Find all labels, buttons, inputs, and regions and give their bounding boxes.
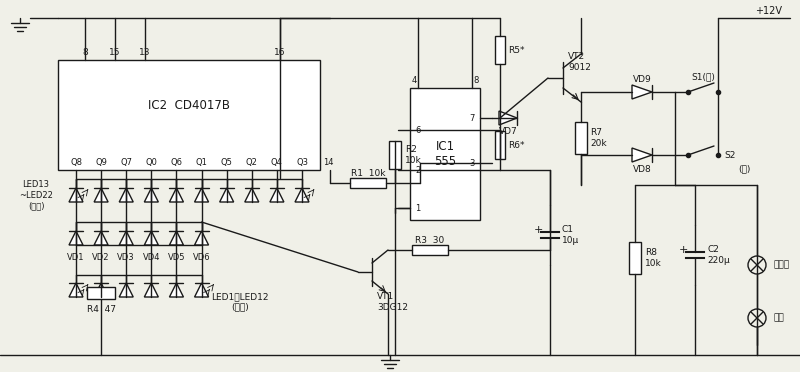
Text: LED13
~LED22
(绿色): LED13 ~LED22 (绿色) [19, 180, 53, 210]
Polygon shape [144, 283, 158, 297]
Text: Q5: Q5 [221, 157, 233, 167]
Polygon shape [119, 231, 134, 245]
Polygon shape [499, 111, 517, 125]
Text: R5*: R5* [508, 45, 525, 55]
Text: (制): (制) [738, 164, 750, 173]
Text: R1  10k: R1 10k [350, 169, 386, 177]
Polygon shape [270, 188, 284, 202]
Text: +12V: +12V [755, 6, 782, 16]
Bar [87, 287, 115, 299]
Polygon shape [94, 188, 108, 202]
Text: Q7: Q7 [120, 157, 132, 167]
Text: S2: S2 [724, 151, 736, 160]
Text: C1
10μ: C1 10μ [562, 225, 579, 245]
Polygon shape [194, 188, 209, 202]
Text: VD2: VD2 [92, 253, 110, 263]
Bar [495, 131, 505, 159]
Text: 15: 15 [110, 48, 121, 57]
Polygon shape [194, 283, 209, 297]
Text: Q6: Q6 [170, 157, 182, 167]
Polygon shape [194, 231, 209, 245]
Text: Q9: Q9 [95, 157, 107, 167]
Text: VT2
9012: VT2 9012 [568, 52, 591, 72]
Bar [410, 88, 480, 220]
Text: 14: 14 [322, 157, 334, 167]
Text: 6: 6 [415, 125, 421, 135]
Bar [412, 245, 448, 255]
Polygon shape [295, 188, 309, 202]
Text: IC2  CD4017B: IC2 CD4017B [148, 99, 230, 112]
Text: +: + [534, 225, 542, 235]
Text: VD8: VD8 [633, 164, 651, 173]
Polygon shape [119, 188, 134, 202]
Polygon shape [220, 188, 234, 202]
Text: 1: 1 [415, 203, 421, 212]
Text: R3  30: R3 30 [415, 235, 445, 244]
Text: Q1: Q1 [196, 157, 207, 167]
Text: 主灯: 主灯 [773, 314, 784, 323]
Text: VD7: VD7 [498, 126, 518, 135]
Bar [495, 36, 505, 64]
Text: LED1～LED12
(红色): LED1～LED12 (红色) [211, 292, 269, 312]
Text: Q4: Q4 [271, 157, 283, 167]
Text: +: + [678, 245, 688, 255]
Text: 8: 8 [82, 48, 88, 57]
Text: 4: 4 [411, 76, 417, 84]
Polygon shape [144, 231, 158, 245]
Polygon shape [632, 85, 652, 99]
Text: VD6: VD6 [193, 253, 210, 263]
Text: Q0: Q0 [146, 157, 158, 167]
Bar [575, 122, 587, 154]
Polygon shape [69, 283, 83, 297]
Text: VD9: VD9 [633, 74, 651, 83]
Polygon shape [119, 283, 134, 297]
Text: C2
220μ: C2 220μ [707, 245, 730, 265]
Text: R6*: R6* [508, 141, 525, 150]
Text: R7
20k: R7 20k [590, 128, 606, 148]
Text: VD5: VD5 [168, 253, 185, 263]
Text: Q3: Q3 [296, 157, 308, 167]
Text: R8
10k: R8 10k [645, 248, 662, 268]
Text: 3: 3 [470, 158, 474, 167]
Text: VD1: VD1 [67, 253, 85, 263]
Text: VD3: VD3 [118, 253, 135, 263]
Text: S1(主): S1(主) [691, 73, 715, 81]
Bar [58, 60, 320, 170]
Text: 16: 16 [274, 48, 286, 57]
Text: VD4: VD4 [142, 253, 160, 263]
Bar [350, 178, 386, 188]
Polygon shape [94, 283, 108, 297]
Text: 制车灯: 制车灯 [773, 260, 789, 269]
Bar [389, 141, 401, 169]
Bar [629, 242, 641, 274]
Polygon shape [170, 231, 183, 245]
Polygon shape [69, 231, 83, 245]
Text: 2: 2 [415, 166, 421, 174]
Polygon shape [170, 188, 183, 202]
Text: 13: 13 [139, 48, 150, 57]
Polygon shape [144, 188, 158, 202]
Polygon shape [245, 188, 258, 202]
Text: 8: 8 [474, 76, 478, 84]
Text: IC1
555: IC1 555 [434, 140, 456, 168]
Polygon shape [69, 188, 83, 202]
Text: VT1
3DG12: VT1 3DG12 [377, 292, 408, 312]
Text: 7: 7 [470, 113, 474, 122]
Text: Q8: Q8 [70, 157, 82, 167]
Polygon shape [94, 231, 108, 245]
Text: R4  47: R4 47 [86, 305, 116, 314]
Polygon shape [170, 283, 183, 297]
Text: R2
10k: R2 10k [405, 145, 422, 165]
Text: Q2: Q2 [246, 157, 258, 167]
Polygon shape [632, 148, 652, 162]
